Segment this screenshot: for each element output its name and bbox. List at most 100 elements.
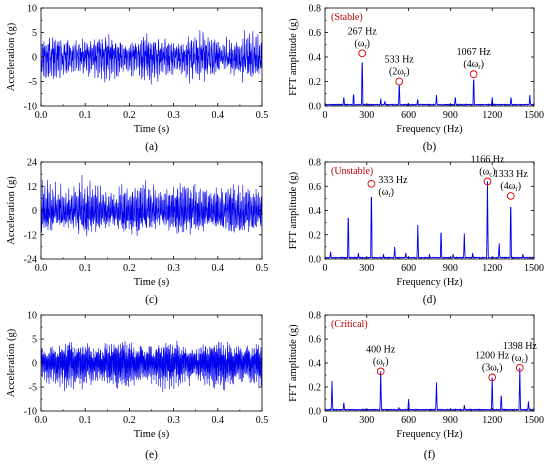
state-label: (Stable): [331, 12, 363, 23]
peak-order-subscript: r: [497, 366, 500, 374]
y-axis-label: Acceleration (g): [6, 328, 17, 397]
peak-frequency-label: 1067 Hz: [457, 47, 492, 58]
y-tick-label: 0.2: [309, 383, 322, 394]
x-tick-label: 300: [359, 263, 374, 274]
y-tick-label: 0.8: [309, 158, 322, 169]
y-tick-label: 0.8: [309, 4, 322, 15]
x-axis-label: Time (s): [134, 429, 170, 440]
y-tick-label: 0: [32, 206, 37, 217]
chart-c: 0.0 0.1 0.2 0.3 0.4 0.5 -24 -12 0 12 24 Time (s) Acc…: [6, 158, 268, 307]
peak-order-symbol: (ω: [354, 38, 364, 49]
x-tick-label: 0: [323, 263, 328, 274]
y-tick-label: 0.6: [309, 335, 322, 346]
peak-marker-circle: [515, 363, 524, 372]
peak-marker-circle: [506, 192, 515, 200]
series-line: [325, 181, 534, 259]
y-tick-label: 10: [27, 4, 37, 15]
peak-order-symbol: (4ω: [463, 59, 478, 70]
y-tick-label: -10: [24, 407, 37, 418]
x-tick-label: 0.5: [256, 110, 269, 121]
x-tick-label: 0.4: [212, 263, 225, 274]
peak-order-close: ): [481, 59, 484, 70]
peak-order-symbol: (ω: [373, 356, 383, 367]
peak-marker-circle: [358, 49, 367, 58]
peak-order-symbol: (2ω: [389, 67, 404, 78]
peak-marker-circle: [367, 179, 376, 188]
x-tick-label: 0.0: [35, 263, 48, 274]
peak-marker-circle: [376, 367, 385, 376]
peak-marker-circle: [395, 77, 404, 86]
x-tick-label: 600: [401, 415, 416, 426]
x-axis-label: Frequency (Hz): [396, 277, 463, 288]
peak-order-label: (ωr): [354, 38, 370, 50]
chart-e: 0.0 0.1 0.2 0.3 0.4 0.5 -10 -5 0 5 10 Time (s) Accel…: [6, 311, 268, 462]
peak-order-close: ): [518, 181, 521, 192]
y-tick-label: 0.4: [309, 206, 322, 217]
x-tick-label: 600: [401, 263, 416, 274]
x-tick-label: 0: [323, 415, 328, 426]
peak-order-symbol: (4ω: [500, 181, 515, 192]
x-tick-label: 1500: [524, 263, 544, 274]
peak-order-subscript: r: [364, 42, 367, 50]
peak-frequency-label: 1333 Hz: [494, 169, 529, 180]
y-tick-label: 0.6: [309, 28, 322, 39]
peak-order-close: ): [385, 356, 388, 367]
y-axis-label: Acceleration (g): [6, 22, 17, 91]
x-tick-label: 0.5: [256, 415, 269, 426]
peak-order-label: (3ωr): [482, 362, 503, 374]
panel-caption: (b): [423, 141, 437, 153]
peak-order-subscript: r: [478, 63, 481, 71]
x-tick-label: 1200: [482, 263, 502, 274]
x-tick-label: 0.1: [79, 263, 92, 274]
x-tick-label: 900: [443, 415, 458, 426]
peak-frequency-label: 1200 Hz: [475, 350, 510, 361]
y-tick-label: 12: [27, 182, 37, 193]
y-tick-label: -5: [29, 383, 37, 394]
peak-order-close: ): [499, 362, 502, 373]
peak-order-label: (4ωr): [463, 59, 484, 71]
peak-order-close: ): [367, 38, 370, 49]
peak-order-subscript: c: [522, 357, 525, 365]
peak-frequency-label: 267 Hz: [348, 26, 378, 37]
y-tick-label: 0: [32, 53, 37, 64]
y-tick-label: -24: [24, 255, 37, 266]
x-tick-label: 600: [401, 110, 416, 121]
x-tick-label: 0.3: [167, 415, 180, 426]
peak-order-label: (4ωr): [500, 181, 521, 193]
peak-order-label: (ωr): [378, 187, 394, 199]
state-label: (Critical): [331, 319, 368, 330]
peak-marker-circle: [469, 70, 478, 79]
peak-order-close: ): [406, 67, 409, 78]
peak-order-subscript: r: [404, 71, 407, 79]
x-tick-label: 900: [443, 110, 458, 121]
x-tick-label: 0: [323, 110, 328, 121]
y-tick-label: 5: [32, 28, 37, 39]
x-tick-label: 1200: [482, 415, 502, 426]
x-tick-label: 0.4: [212, 415, 225, 426]
x-tick-label: 300: [359, 415, 374, 426]
y-tick-label: 0.2: [309, 230, 322, 241]
peak-order-symbol: (ω: [378, 187, 388, 198]
peak-order-subscript: r: [383, 360, 386, 368]
peak-frequency-label: 533 Hz: [385, 55, 415, 66]
peak-frequency-label: 1166 Hz: [471, 154, 505, 165]
panel-caption: (e): [145, 449, 158, 461]
peak-order-subscript: r: [515, 185, 518, 193]
panel-caption: (f): [424, 449, 436, 461]
y-tick-label: 0.6: [309, 182, 322, 193]
y-tick-label: 10: [27, 311, 37, 322]
y-axis-label: Acceleration (g): [6, 176, 17, 245]
peak-frequency-label: 333 Hz: [378, 175, 408, 186]
x-tick-label: 0.5: [256, 263, 269, 274]
y-tick-label: 0.0: [309, 102, 322, 113]
peak-frequency-label: 400 Hz: [366, 344, 396, 355]
x-tick-label: 0.2: [123, 263, 136, 274]
x-axis-label: Frequency (Hz): [396, 124, 463, 135]
x-tick-label: 0.0: [35, 415, 48, 426]
x-tick-label: 0.1: [79, 110, 92, 121]
x-tick-label: 0.2: [123, 110, 136, 121]
peak-order-label: (ωc): [479, 166, 495, 178]
x-axis-label: Frequency (Hz): [396, 429, 463, 440]
peak-order-symbol: (ω: [479, 166, 489, 177]
